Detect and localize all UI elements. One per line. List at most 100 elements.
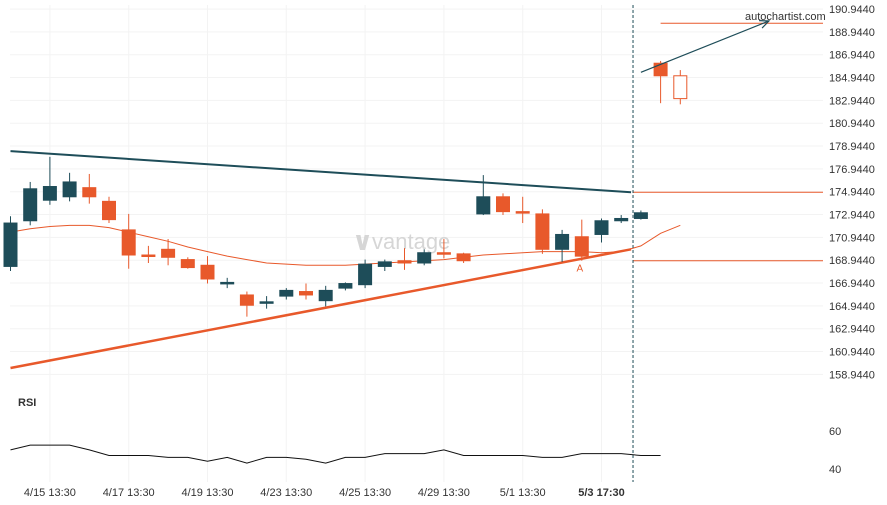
candle bbox=[318, 285, 333, 307]
candle bbox=[200, 256, 215, 284]
price-tick-label: 164.9440 bbox=[829, 301, 875, 313]
candle-body bbox=[121, 229, 136, 256]
candle-body bbox=[161, 248, 176, 258]
price-axis: 190.9440 188.9440 186.9440 184.9440 182.9440… bbox=[829, 4, 875, 381]
rsi-label: RSI bbox=[18, 397, 36, 409]
candle-body bbox=[476, 196, 491, 215]
time-tick-label: 4/19 13:30 bbox=[182, 487, 234, 499]
candle-body bbox=[102, 200, 116, 221]
price-tick-label: 184.9440 bbox=[829, 73, 875, 85]
price-tick-label: 182.9440 bbox=[829, 95, 875, 107]
candle-body bbox=[23, 188, 38, 222]
candle bbox=[161, 239, 176, 266]
vantage-watermark: ∨ vantage bbox=[352, 226, 450, 256]
candle-body bbox=[653, 62, 668, 77]
candle-body bbox=[574, 236, 589, 257]
price-tick-label: 160.9440 bbox=[829, 347, 875, 359]
candle bbox=[279, 288, 294, 300]
time-tick-label: 4/17 13:30 bbox=[103, 487, 155, 499]
candle bbox=[515, 196, 530, 224]
price-tick-label: 188.9440 bbox=[829, 27, 875, 39]
time-tick-label: 5/1 13:30 bbox=[500, 487, 546, 499]
candle-body bbox=[279, 289, 294, 297]
candle-body bbox=[377, 261, 392, 267]
candle-body bbox=[614, 217, 629, 222]
candle-body bbox=[42, 186, 57, 201]
candle-body bbox=[299, 291, 313, 296]
rsi-tick-label: 60 bbox=[829, 426, 841, 438]
rsi-line bbox=[10, 444, 661, 464]
candle bbox=[239, 291, 254, 317]
candle bbox=[23, 181, 38, 226]
candle bbox=[358, 259, 373, 289]
candle bbox=[82, 173, 97, 204]
candle-body bbox=[555, 233, 570, 250]
price-tick-label: 186.9440 bbox=[829, 50, 875, 62]
candle bbox=[594, 218, 609, 243]
candle bbox=[338, 282, 353, 291]
candle bbox=[456, 252, 471, 263]
price-tick-label: 174.9440 bbox=[829, 187, 875, 199]
candle-body bbox=[397, 260, 412, 264]
candle bbox=[436, 239, 451, 259]
time-tick-label: 4/15 13:30 bbox=[24, 487, 76, 499]
price-tick-label: 168.9440 bbox=[829, 255, 875, 267]
upper-trendline bbox=[10, 150, 632, 194]
candle bbox=[614, 215, 629, 224]
candle-body bbox=[535, 213, 550, 250]
candle bbox=[3, 216, 18, 271]
candle bbox=[377, 259, 392, 271]
candle bbox=[220, 277, 235, 289]
candle bbox=[397, 248, 412, 270]
candle-body bbox=[673, 75, 688, 100]
time-axis: 4/15 13:30 4/17 13:30 4/19 13:30 4/23 13:30… bbox=[24, 487, 625, 499]
candle-body bbox=[239, 294, 254, 306]
candle bbox=[417, 249, 432, 266]
candle bbox=[555, 229, 570, 262]
price-tick-label: 170.9440 bbox=[829, 232, 875, 244]
candle bbox=[259, 296, 274, 309]
candle bbox=[102, 196, 116, 224]
time-tick-label: 5/3 17:30 bbox=[578, 487, 624, 499]
candle bbox=[299, 283, 313, 300]
candle-body bbox=[633, 212, 648, 219]
chart-grid bbox=[10, 5, 823, 482]
time-tick-label: 4/25 13:30 bbox=[339, 487, 391, 499]
candle-body bbox=[220, 281, 235, 285]
candle bbox=[42, 156, 57, 205]
price-tick-label: 176.9440 bbox=[829, 164, 875, 176]
candle-body bbox=[259, 301, 274, 304]
price-tick-label: 190.9440 bbox=[829, 4, 875, 16]
watermark-text: vantage bbox=[372, 229, 450, 254]
candle-body bbox=[3, 222, 18, 267]
candle-body bbox=[358, 263, 373, 286]
candle-body bbox=[62, 181, 77, 198]
candle-body bbox=[338, 283, 353, 289]
projection-arrowhead-icon bbox=[759, 20, 771, 29]
candle bbox=[633, 210, 648, 220]
price-tick-label: 178.9440 bbox=[829, 141, 875, 153]
candle bbox=[141, 245, 156, 263]
candles bbox=[3, 60, 688, 317]
projection-arrow-line bbox=[640, 20, 770, 73]
candle-body bbox=[594, 220, 609, 235]
candle-body bbox=[456, 253, 471, 262]
candle-body bbox=[318, 289, 333, 302]
candle bbox=[535, 209, 550, 254]
price-tick-label: 158.9440 bbox=[829, 369, 875, 381]
candle-body bbox=[180, 259, 195, 269]
candle bbox=[673, 70, 688, 105]
candle bbox=[180, 257, 195, 269]
price-tick-label: 172.9440 bbox=[829, 210, 875, 222]
time-tick-label: 4/23 13:30 bbox=[260, 487, 312, 499]
pattern-point-label: A bbox=[576, 264, 583, 275]
source-label: autochartist.com bbox=[745, 11, 826, 23]
candle-body bbox=[417, 252, 432, 264]
price-levels bbox=[633, 22, 823, 262]
candle-body bbox=[82, 187, 97, 198]
candle bbox=[476, 175, 491, 216]
rsi-tick-label: 40 bbox=[829, 464, 841, 476]
candle-body bbox=[496, 196, 510, 213]
candle-body bbox=[436, 252, 451, 255]
